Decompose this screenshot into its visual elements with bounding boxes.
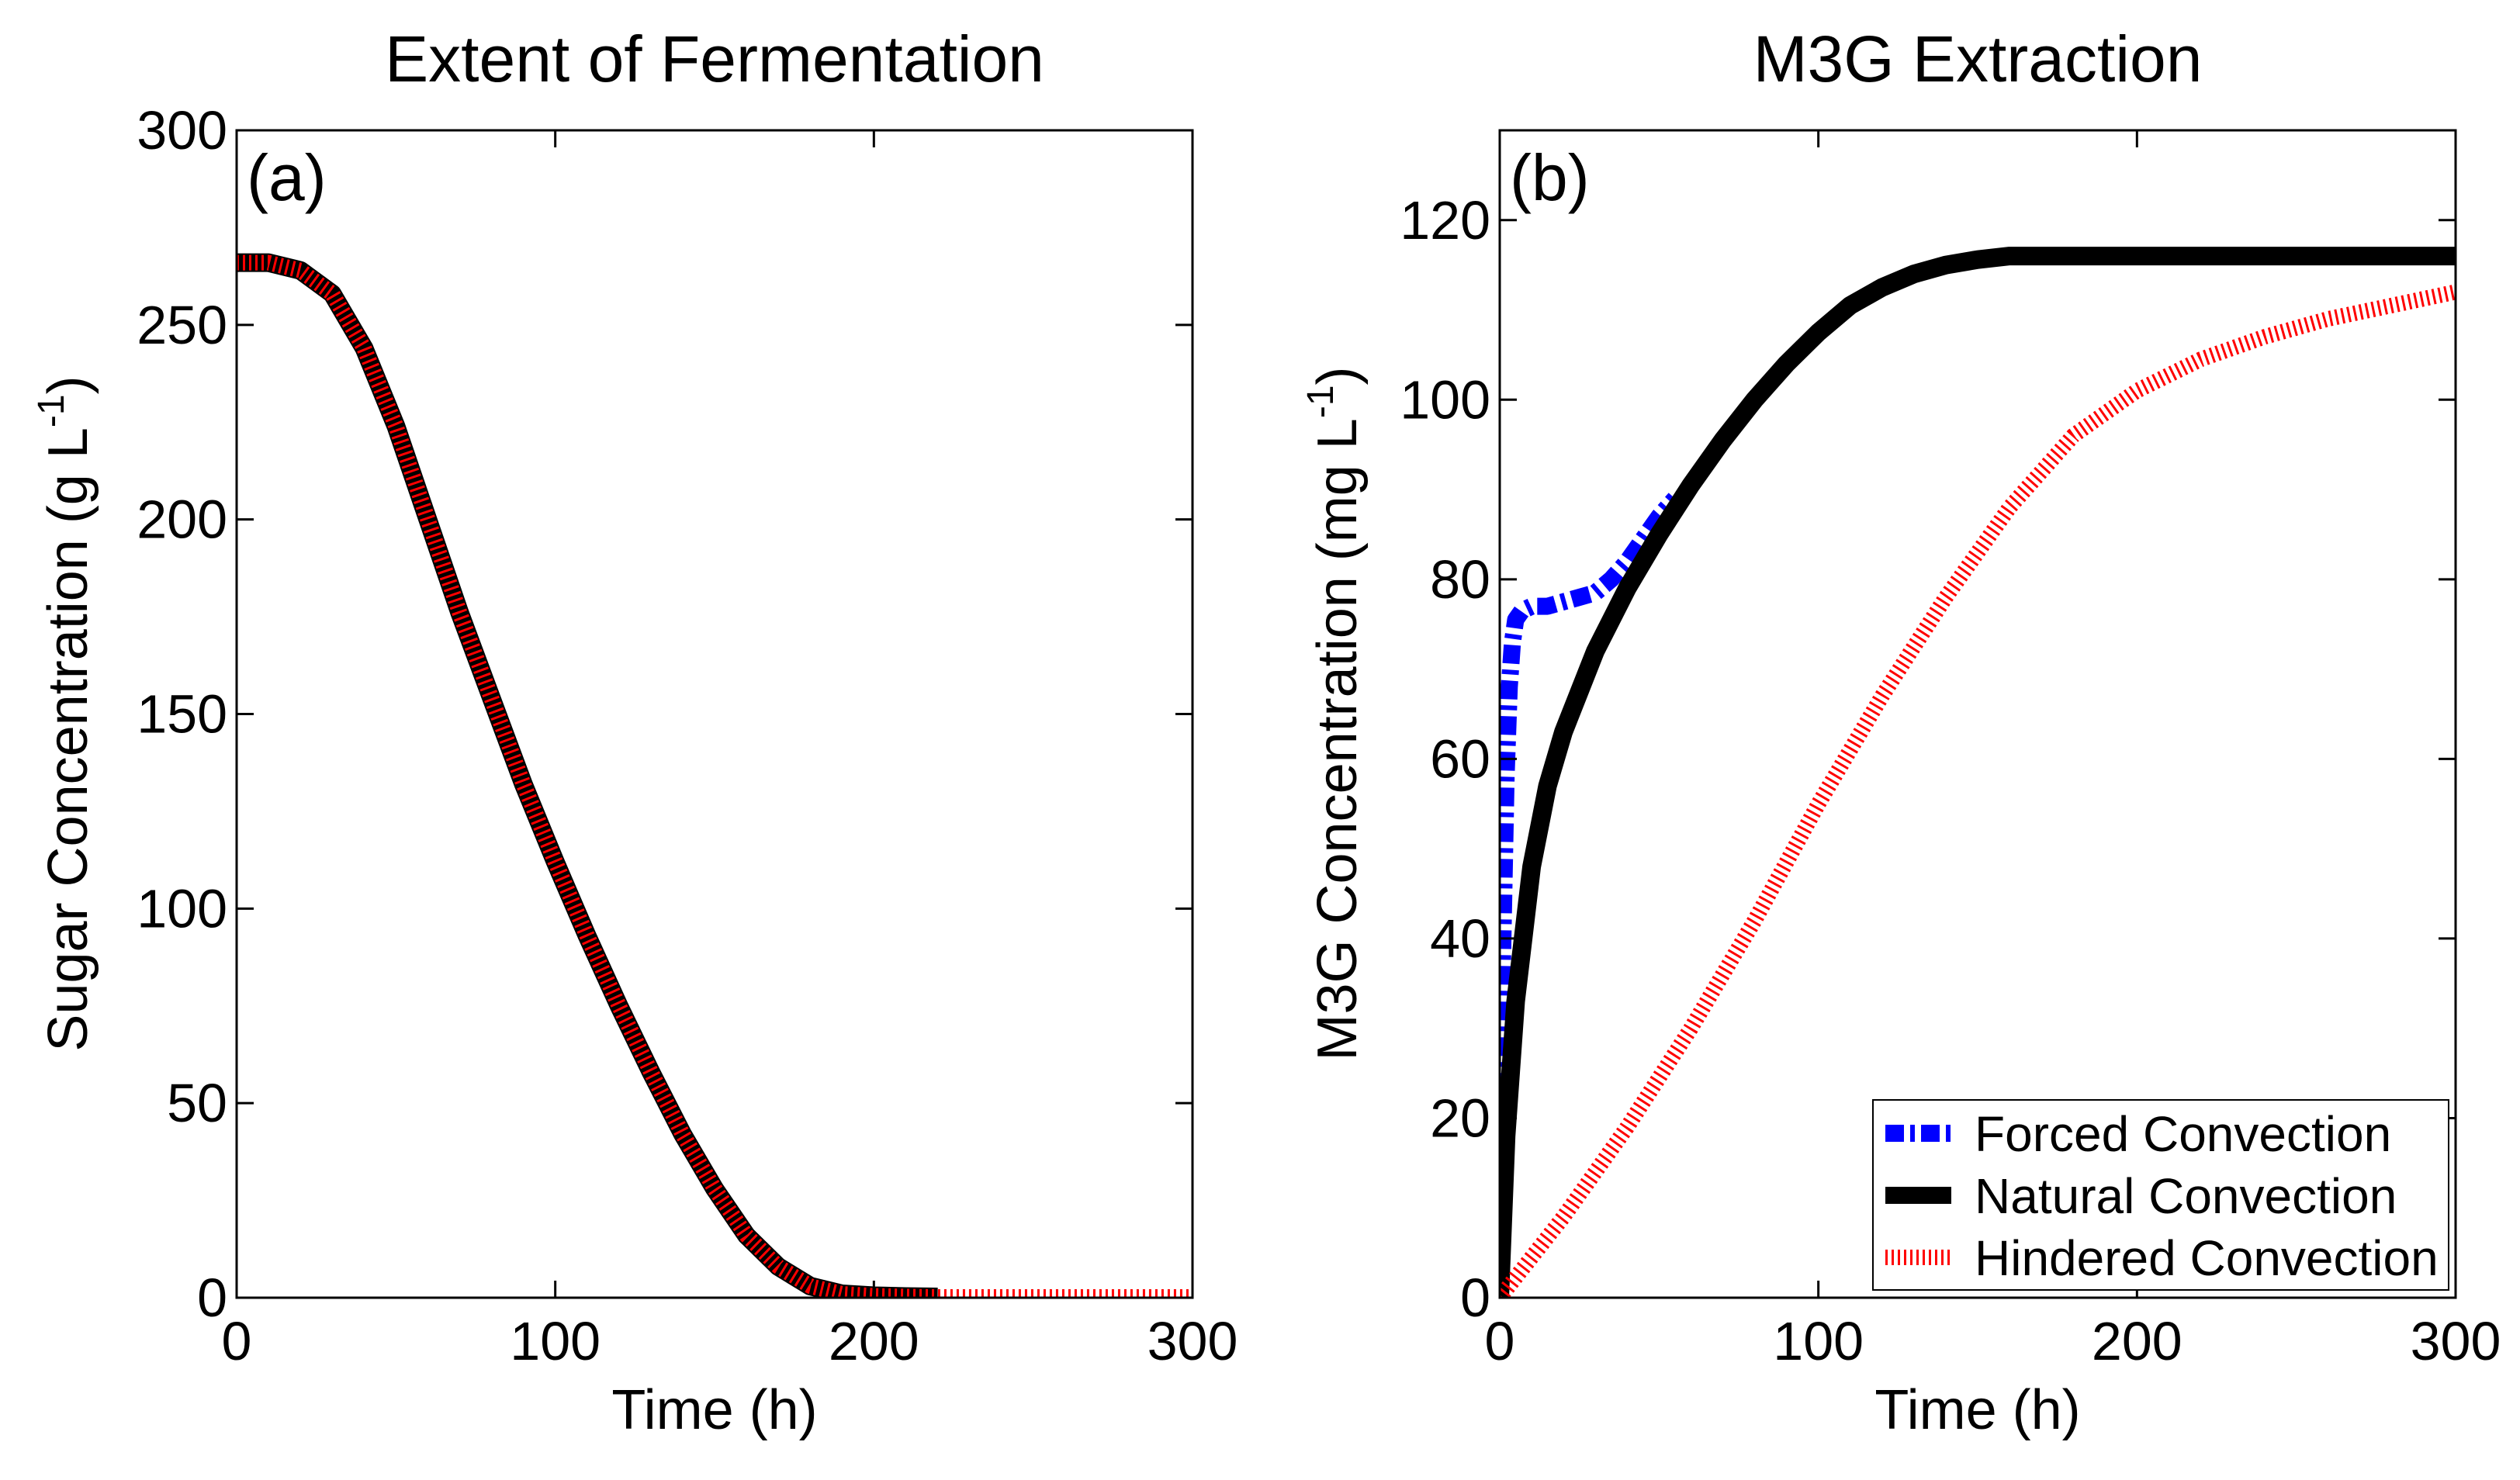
panel-b-legend: Forced Convection Natural Convection Hin… [1872, 1099, 2449, 1291]
panel-b-x-tick-label: 200 [2092, 1311, 2182, 1371]
panel-a-y-tick-label: 200 [137, 489, 227, 550]
panel-a-x-tick-label: 200 [829, 1311, 919, 1371]
panel-a-y-axis-label-close: ) [37, 375, 99, 394]
panel-a-y-axis-label-sup: -1 [31, 394, 72, 427]
panel-b-title: M3G Extraction [1753, 22, 2203, 95]
panel-b-y-tick-label: 0 [1460, 1267, 1490, 1328]
panel-b-series [1500, 247, 2456, 1298]
panel-a-title: Extent of Fermentation [385, 22, 1044, 95]
panel-a-y-tick-label: 250 [137, 295, 227, 355]
panel-b-y-tick-label: 80 [1430, 549, 1490, 610]
panel-a-x-tick-label: 100 [510, 1311, 601, 1371]
panel-b-series-1-line [1500, 247, 2456, 1298]
panel-a-y-tick-label: 0 [197, 1267, 227, 1328]
legend-label-forced: Forced Convection [1975, 1106, 2391, 1162]
legend-label-hindered: Hindered Convection [1975, 1230, 2439, 1286]
legend-label-natural: Natural Convection [1975, 1168, 2397, 1224]
panel-b-y-tick-label: 60 [1430, 728, 1490, 789]
panel-b-y-axis-label: M3G Concentration (mg L-1) [1300, 366, 1369, 1060]
panel-b-series-0-line [1500, 493, 1682, 1164]
panel-b-axes-box [1498, 129, 2457, 1299]
panel-a-x-tick-label: 300 [1148, 1311, 1238, 1371]
panel-a-x-axis-label: Time (h) [611, 1379, 817, 1441]
panel-b-label: (b) [1510, 141, 1590, 214]
panel-a-x-tick-label: 0 [222, 1311, 252, 1371]
panel-b-ticks: 0 100 200 300 0 20 40 60 80 100 120 [1400, 130, 2501, 1371]
panel-b-y-axis-label-text: M3G Concentration (mg L [1307, 418, 1369, 1060]
panel-a-y-tick-label: 300 [137, 100, 227, 161]
legend-box [1872, 1099, 2449, 1291]
panel-b-y-tick-label: 20 [1430, 1088, 1490, 1148]
panel-a: Extent of Fermentation 0 100 200 300 0 50 100 1… [31, 22, 1238, 1441]
panel-b-x-tick-label: 0 [1485, 1311, 1515, 1371]
panel-b-x-tick-label: 100 [1773, 1311, 1864, 1371]
panel-b-x-axis-label: Time (h) [1874, 1379, 2080, 1441]
panel-b-y-tick-label: 100 [1400, 369, 1490, 430]
panel-b-y-tick-label: 120 [1400, 190, 1490, 251]
panel-a-y-tick-label: 100 [137, 878, 227, 939]
panel-a-ticks: 0 100 200 300 0 50 100 150 200 250 300 [137, 100, 1238, 1371]
panel-b-y-tick-label: 40 [1430, 908, 1490, 969]
panel-a-y-tick-label: 150 [137, 684, 227, 745]
panel-a-label: (a) [247, 141, 327, 214]
panel-a-y-axis-label: Sugar Concentration (g L-1) [31, 375, 99, 1051]
panel-b-y-axis-label-sup: -1 [1300, 385, 1341, 418]
panel-a-y-axis-label-text: Sugar Concentration (g L [37, 427, 99, 1051]
panel-b-x-tick-label: 300 [2411, 1311, 2501, 1371]
panel-b-y-axis-label-close: ) [1307, 366, 1369, 385]
panel-b: M3G Extraction 0 100 200 300 0 20 40 60 80 100 120… [1300, 22, 2501, 1441]
panel-a-y-tick-label: 50 [167, 1073, 227, 1133]
